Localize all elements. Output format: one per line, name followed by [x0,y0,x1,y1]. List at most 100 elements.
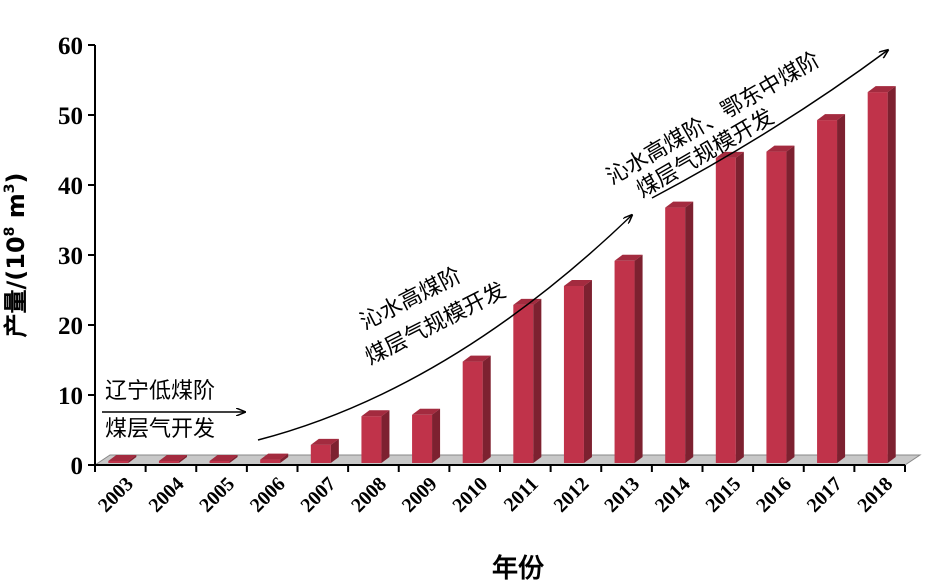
bar-side-shade [533,298,542,463]
bar-side [786,145,795,463]
bar-top-shade [563,280,592,286]
bar-side [432,408,441,463]
bar-top-shade [462,355,491,362]
y-tick-label: 40 [58,173,83,200]
bar-top [260,453,289,460]
bar-top [310,438,339,445]
x-axis-label: 年份 [492,553,544,583]
bar-side [533,298,542,463]
bar-side [178,455,187,463]
bar-side-shade [229,455,238,463]
bar [158,455,187,463]
bar-top-shade [513,298,542,305]
bar [310,438,339,463]
bar [108,455,137,463]
bar-top-shade [158,455,187,461]
bar [513,298,542,463]
bar [361,410,390,463]
x-tick-label: 2006 [246,473,290,517]
x-tick-label: 2011 [500,473,543,516]
bar-top [513,298,542,305]
bar-front [361,416,382,463]
bar-top-shade [209,455,238,461]
bar-front [462,361,483,463]
bar-front [260,459,281,463]
bar-side-shade [685,201,694,463]
bar-front [766,151,787,463]
bars [108,86,896,463]
x-tick-label: 2009 [398,473,442,517]
bar [665,201,694,463]
bar-top-shade [766,145,795,152]
bar-side-shade [786,145,795,463]
bar-front [513,304,534,463]
bar-side-shade [735,151,744,463]
y-ticks: 0 10 20 30 40 50 60 [58,33,95,480]
bar-side [634,254,643,463]
bar-top [867,86,896,93]
bar-side-shade [887,86,896,463]
bar-top-shade [665,201,694,208]
x-tick-label: 2014 [651,473,695,517]
bar [766,145,795,463]
x-tick-label: 2017 [803,473,847,517]
bar-top-shade [260,453,289,460]
y-tick-label: 20 [58,313,83,340]
y-axis-label: 产量/(108 m3) [2,173,30,338]
y-tick-label: 50 [58,103,83,130]
bar-top [817,114,846,121]
bar-top-shade [361,410,390,417]
annotation-1-line-2: 煤层气开发 [105,417,215,442]
bar-top-shade [817,114,846,121]
bar-side-shade [381,410,390,463]
bar-top [462,355,491,362]
x-tick-label: 2008 [347,473,391,517]
x-tick-label: 2012 [550,473,594,517]
x-tick-label: 2015 [702,473,746,517]
y-tick-label: 10 [58,383,83,410]
bar [563,280,592,463]
bar-side-shade [837,114,846,463]
bar-top [108,455,137,461]
bar-side-shade [280,453,289,463]
bar-side [381,410,390,463]
bar-side [482,355,491,463]
x-ticks: 2003 2004 2005 2006 2007 2008 2009 2010 2011 2012… [94,465,906,517]
x-tick-label: 2018 [853,473,897,517]
bar-front [158,461,179,463]
annotation-1-line-1: 辽宁低煤阶 [105,379,215,404]
x-tick-label: 2005 [195,473,239,517]
bar-side-shade [634,254,643,463]
bar-side-shade [482,355,491,463]
bar [462,355,491,463]
bar-front [563,286,584,463]
bar-top-shade [867,86,896,93]
bar-front [867,92,888,463]
bar [412,408,441,463]
bar-side [887,86,896,463]
bar-top [563,280,592,286]
bar-front [108,461,129,463]
bar-side-shade [178,455,187,463]
bar-front [614,260,635,463]
x-tick-label: 2007 [297,473,341,517]
bar-top [209,455,238,461]
bar-top [665,201,694,208]
bar-top-shade [412,408,441,415]
bar-top-shade [310,438,339,445]
bar-front [412,414,433,463]
bar-side [128,455,137,463]
bar-front [715,157,736,463]
bar-side [735,151,744,463]
annotation-2-arrow [257,215,632,441]
bar-side-shade [128,455,137,463]
bar-top-shade [614,254,643,261]
bar-side [685,201,694,463]
bar-front [665,207,686,463]
annotation-3-arrow [651,50,888,199]
x-tick-label: 2004 [145,473,189,517]
bar-front [817,120,838,463]
bar-top [766,145,795,152]
bar [867,86,896,463]
